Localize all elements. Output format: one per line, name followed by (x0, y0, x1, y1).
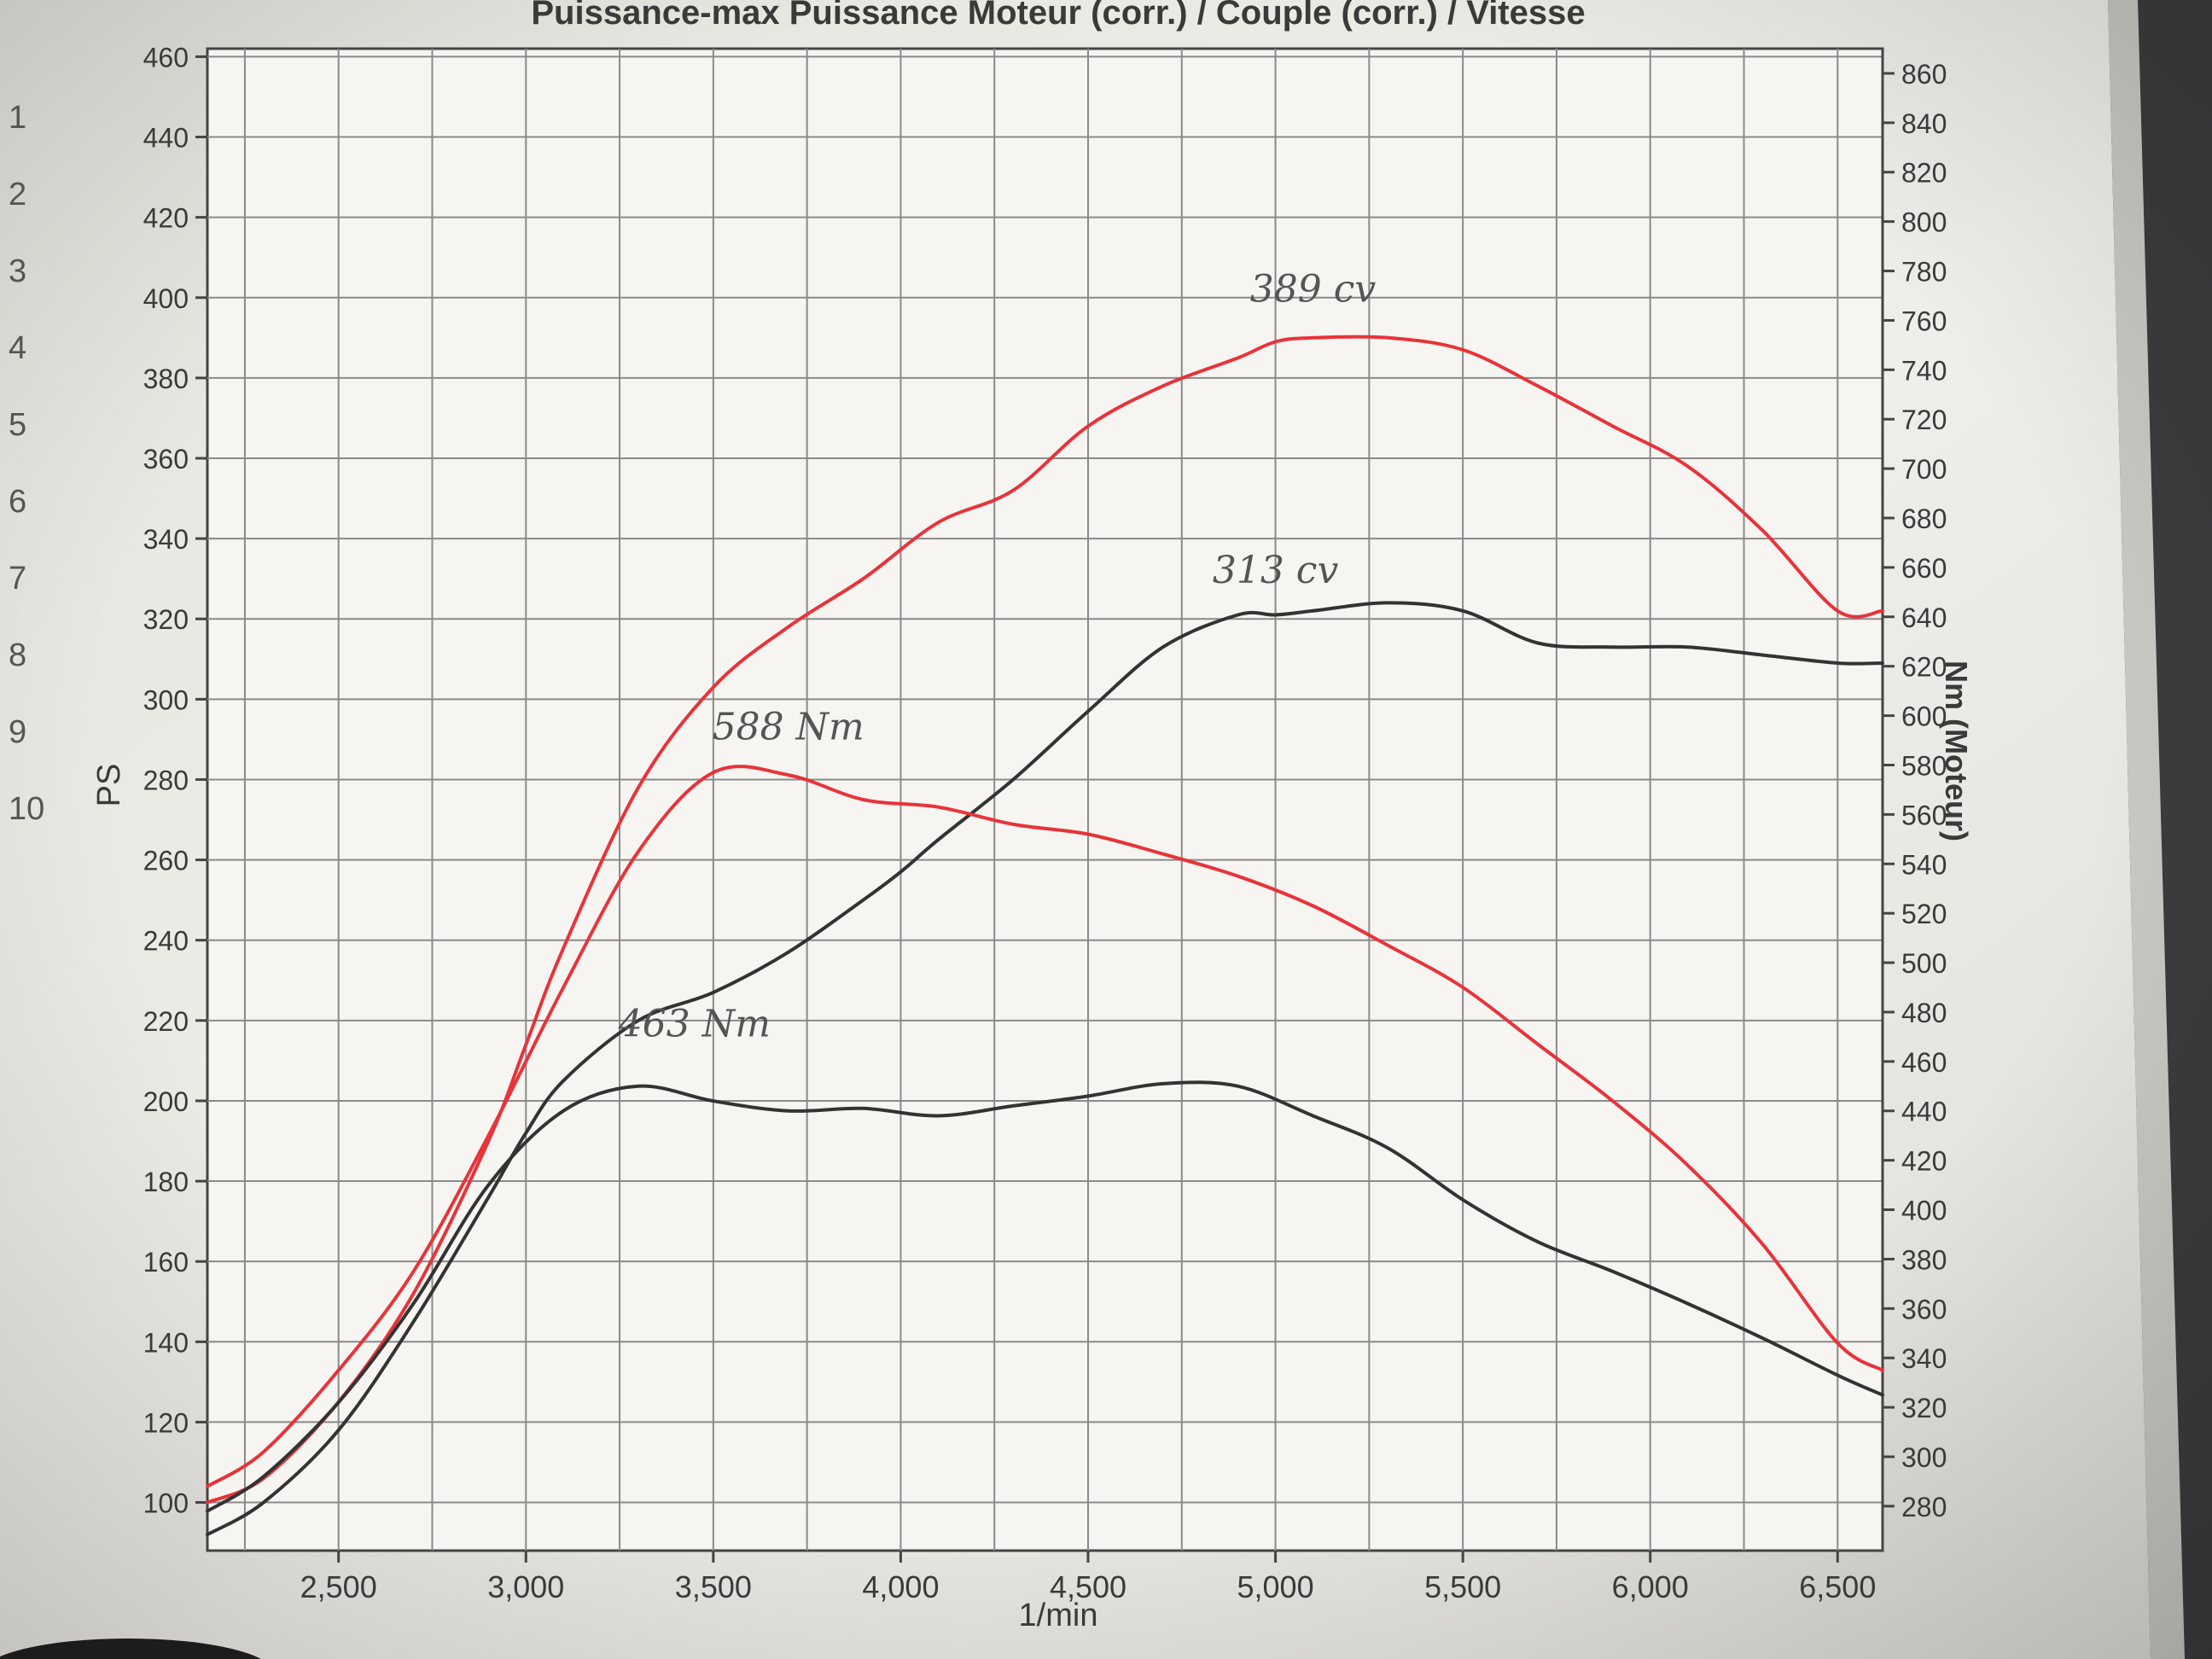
annotation-label: 588 Nm (713, 705, 864, 748)
annotation-label: 389 cv (1250, 267, 1377, 311)
y-axis-right-ticks: 280 300 320 340 360 380 400 420 440 460 480 500 520 5… (1883, 59, 1947, 1522)
y-right-tick-label: 480 (1901, 998, 1947, 1028)
y-axis-left-ticks: 100 120 140 160 180 200 220 240 260 280 300 320 340 3… (143, 42, 207, 1519)
y-axis-left-label: PS (91, 764, 127, 807)
y-right-tick-label: 740 (1901, 355, 1947, 386)
y-right-tick-label: 860 (1901, 59, 1947, 90)
y-right-tick-label: 320 (1901, 1393, 1947, 1423)
series-lines (206, 335, 1884, 1537)
series-line-3 (206, 765, 1884, 1488)
x-axis-ticks: 2,500 3,000 3,500 4,000 4,500 5,000 5,500 6,000… (300, 1551, 1876, 1604)
y-right-tick-label: 560 (1901, 800, 1947, 830)
margin-number: 3 (9, 253, 26, 289)
x-tick-label: 4,000 (862, 1569, 939, 1604)
y-right-tick-label: 640 (1901, 602, 1947, 633)
y-left-tick-label: 280 (143, 765, 189, 795)
y-right-tick-label: 520 (1901, 899, 1947, 929)
y-right-tick-label: 660 (1901, 553, 1947, 584)
y-left-tick-label: 200 (143, 1086, 189, 1117)
y-right-tick-label: 800 (1901, 207, 1947, 238)
y-left-tick-label: 120 (143, 1407, 189, 1438)
x-tick-label: 2,500 (300, 1569, 377, 1604)
y-right-tick-label: 700 (1901, 454, 1947, 485)
y-left-tick-label: 160 (143, 1247, 189, 1278)
y-right-tick-label: 820 (1901, 158, 1947, 189)
y-right-tick-label: 680 (1901, 504, 1947, 534)
margin-number: 8 (9, 637, 26, 673)
y-right-tick-label: 620 (1901, 652, 1947, 683)
plot-area (206, 47, 1884, 1552)
y-left-tick-label: 440 (143, 123, 189, 154)
annotation-label: 463 Nm (618, 1003, 771, 1046)
y-right-tick-label: 460 (1901, 1047, 1947, 1078)
margin-number: 9 (9, 714, 26, 750)
y-right-tick-label: 840 (1901, 108, 1947, 139)
y-right-tick-label: 720 (1901, 405, 1947, 435)
y-right-tick-label: 580 (1901, 750, 1947, 781)
y-right-tick-label: 300 (1901, 1442, 1947, 1473)
y-left-tick-label: 320 (143, 604, 189, 635)
margin-number: 7 (9, 561, 26, 597)
y-right-tick-label: 400 (1901, 1196, 1947, 1226)
x-axis-label: 1/min (1019, 1598, 1098, 1633)
y-right-tick-label: 780 (1901, 257, 1947, 288)
chart-title: Puissance-max Puissance Moteur (corr.) /… (531, 0, 1585, 32)
y-left-tick-label: 460 (143, 42, 189, 73)
y-left-tick-label: 360 (143, 444, 189, 474)
y-left-tick-label: 240 (143, 926, 189, 957)
y-right-tick-label: 280 (1901, 1492, 1947, 1522)
y-right-tick-label: 440 (1901, 1097, 1947, 1127)
margin-number: 1 (9, 100, 26, 136)
y-right-tick-label: 600 (1901, 701, 1947, 732)
y-left-tick-label: 380 (143, 364, 189, 394)
x-tick-label: 4,500 (1050, 1569, 1126, 1604)
x-tick-label: 3,000 (487, 1569, 564, 1604)
series-line-2 (206, 601, 1884, 1537)
y-left-tick-label: 180 (143, 1167, 189, 1197)
x-tick-label: 3,500 (675, 1569, 752, 1604)
page-margin-numbers: 1 2 3 4 5 6 7 8 9 10 (9, 100, 44, 827)
grid-lines (207, 49, 1883, 1551)
x-tick-label: 6,000 (1612, 1569, 1689, 1604)
margin-number: 5 (9, 407, 26, 443)
series-line-1 (206, 335, 1884, 1505)
y-left-tick-label: 100 (143, 1488, 189, 1519)
y-right-tick-label: 380 (1901, 1244, 1947, 1275)
margin-number: 6 (9, 484, 26, 520)
y-left-tick-label: 140 (143, 1327, 189, 1358)
y-right-tick-label: 360 (1901, 1294, 1947, 1324)
handwritten-annotations: 389 cv 313 cv 588 Nm 463 Nm (618, 267, 1377, 1045)
shadow-corner (0, 1639, 261, 1659)
y-left-tick-label: 400 (143, 283, 189, 314)
y-right-tick-label: 500 (1901, 948, 1947, 979)
y-left-tick-label: 420 (143, 203, 189, 234)
y-left-tick-label: 300 (143, 684, 189, 715)
y-right-tick-label: 340 (1901, 1343, 1947, 1374)
y-left-tick-label: 260 (143, 846, 189, 876)
y-left-tick-label: 220 (143, 1006, 189, 1037)
margin-number: 10 (9, 791, 44, 827)
margin-number: 4 (9, 330, 26, 366)
y-right-tick-label: 420 (1901, 1146, 1947, 1177)
margin-number: 2 (9, 177, 26, 212)
series-line-4 (206, 1080, 1884, 1513)
x-tick-label: 5,000 (1237, 1569, 1314, 1604)
x-tick-label: 5,500 (1424, 1569, 1501, 1604)
y-left-tick-label: 340 (143, 524, 189, 555)
y-right-tick-label: 760 (1901, 306, 1947, 336)
x-tick-label: 6,500 (1799, 1569, 1876, 1604)
y-right-tick-label: 540 (1901, 849, 1947, 880)
y-axis-right-label: Nm (Moteur) (1939, 661, 1974, 841)
annotation-label: 313 cv (1213, 549, 1339, 592)
